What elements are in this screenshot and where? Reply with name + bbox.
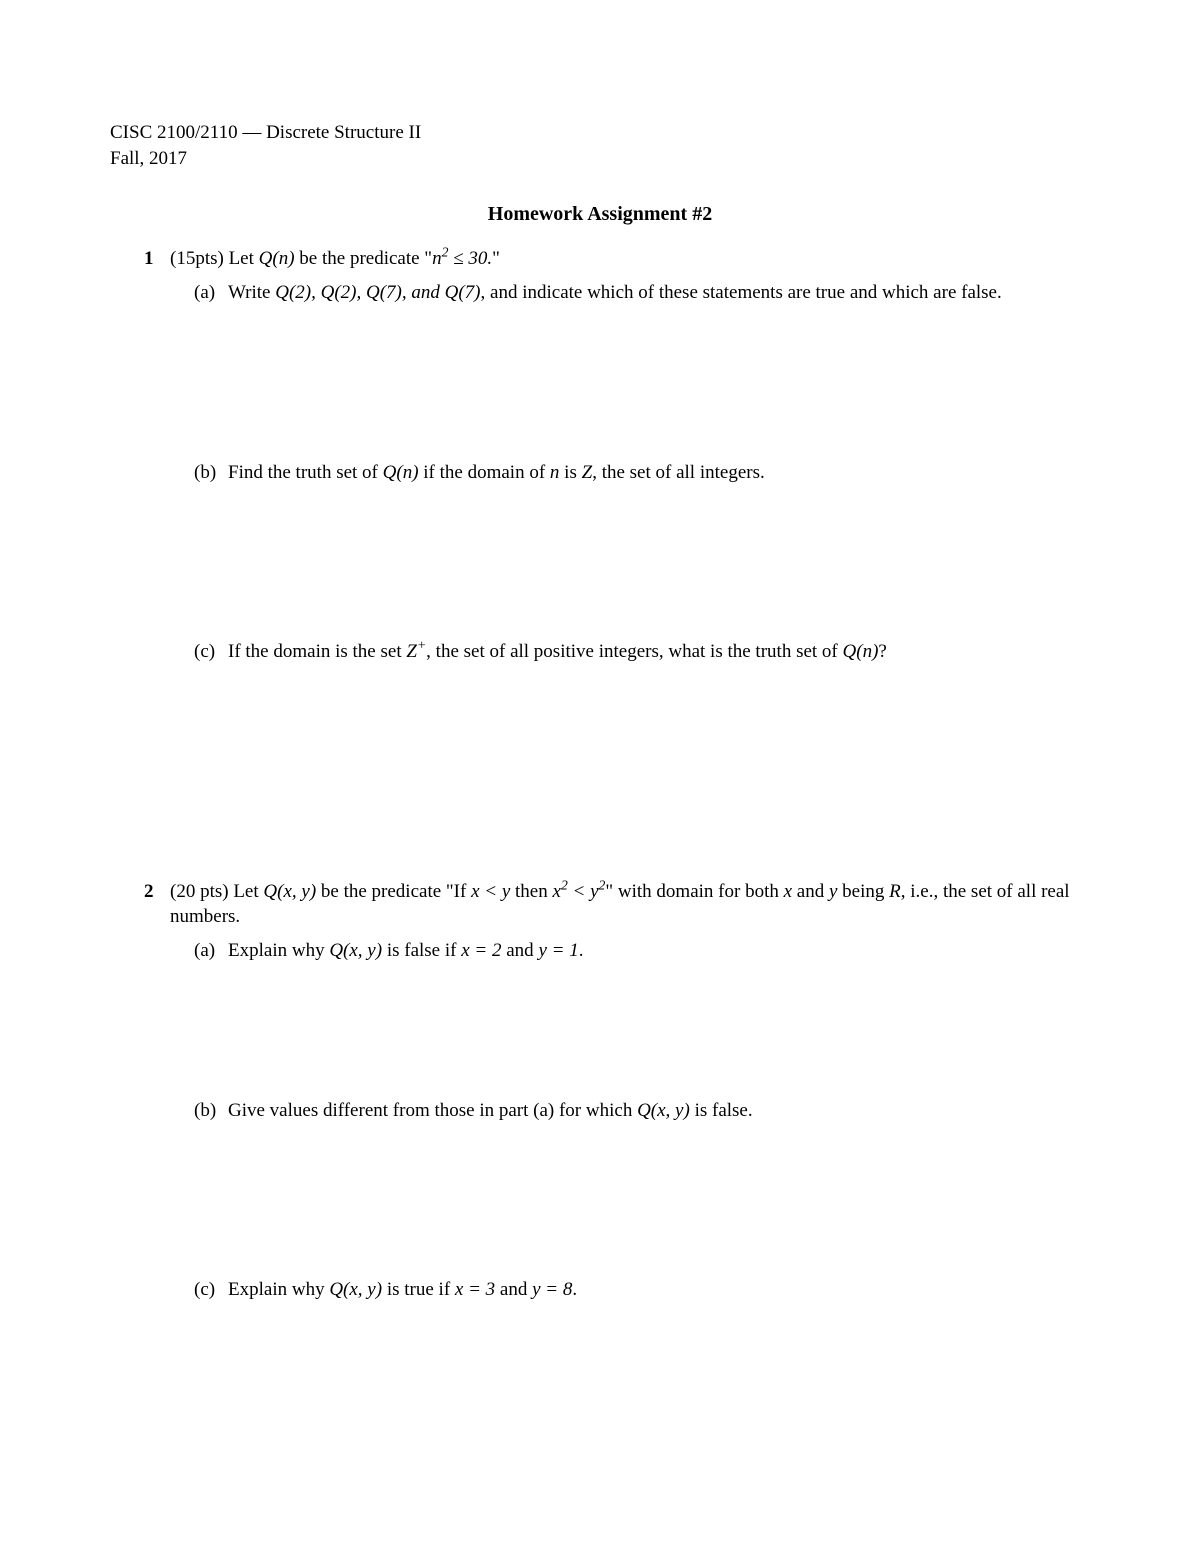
assign-y: y = 8 (532, 1279, 572, 1300)
assign-x: x = 3 (455, 1279, 495, 1300)
set-R: R (889, 881, 901, 902)
part-label: (a) (194, 938, 228, 964)
set-Z: Z (582, 462, 593, 483)
problem-2b: (b) Give values different from those in … (194, 1098, 1090, 1124)
problem-2-statement: 2 (20 pts) Let Q(x, y) be the predicate … (144, 879, 1090, 930)
problem-2-parts: (a) Explain why Q(x, y) is false if x = … (194, 938, 1090, 1303)
answer-space (194, 1127, 1090, 1277)
q-of-n: Q(n) (383, 462, 419, 483)
problem-1c: (c) If the domain is the set Z+, the set… (194, 639, 1090, 665)
answer-space (194, 310, 1090, 460)
problem-1-statement: 1 (15pts) Let Q(n) be the predicate "n2 … (144, 246, 1090, 272)
answer-space (194, 489, 1090, 639)
assignment-title: Homework Assignment #2 (110, 201, 1090, 228)
problem-text: (20 pts) Let Q(x, y) be the predicate "I… (170, 879, 1090, 930)
problem-2a: (a) Explain why Q(x, y) is false if x = … (194, 938, 1090, 964)
q-instances: Q(2), Q(2), Q(7), and Q(7) (275, 282, 480, 303)
course-header: CISC 2100/2110 — Discrete Structure II F… (110, 120, 1090, 171)
part-text: Write Q(2), Q(2), Q(7), and Q(7), and in… (228, 280, 1002, 306)
course-name: CISC 2100/2110 — Discrete Structure II (110, 120, 1090, 146)
cond-x2y2: x2 < y2 (553, 881, 606, 902)
part-text: Explain why Q(x, y) is true if x = 3 and… (228, 1277, 577, 1303)
term: Fall, 2017 (110, 146, 1090, 172)
q-xy: Q(x, y) (637, 1100, 690, 1121)
predicate-Qxy: Q(x, y) (263, 881, 316, 902)
predicate-Qn: Q(n) (259, 248, 295, 269)
problem-gap (110, 669, 1090, 879)
part-text: If the domain is the set Z+, the set of … (228, 639, 887, 665)
part-label: (b) (194, 460, 228, 486)
part-text: Explain why Q(x, y) is false if x = 2 an… (228, 938, 583, 964)
problem-text: (15pts) Let Q(n) be the predicate "n2 ≤ … (170, 246, 500, 272)
q-xy: Q(x, y) (329, 940, 382, 961)
part-label: (c) (194, 639, 228, 665)
problem-1: 1 (15pts) Let Q(n) be the predicate "n2 … (144, 246, 1090, 665)
problem-1a: (a) Write Q(2), Q(2), Q(7), and Q(7), an… (194, 280, 1090, 306)
answer-space (194, 968, 1090, 1098)
q-xy: Q(x, y) (329, 1279, 382, 1300)
problem-2: 2 (20 pts) Let Q(x, y) be the predicate … (144, 879, 1090, 1303)
assign-x: x = 2 (461, 940, 501, 961)
document-page: CISC 2100/2110 — Discrete Structure II F… (0, 0, 1200, 1387)
problem-1-parts: (a) Write Q(2), Q(2), Q(7), and Q(7), an… (194, 280, 1090, 665)
q-of-n: Q(n) (843, 641, 879, 662)
set-Zplus: Z+ (406, 641, 426, 662)
predicate-body: n2 ≤ 30. (432, 248, 492, 269)
var-x: x (784, 881, 792, 902)
part-text: Give values different from those in part… (228, 1098, 753, 1124)
part-label: (c) (194, 1277, 228, 1303)
problem-1b: (b) Find the truth set of Q(n) if the do… (194, 460, 1090, 486)
problem-number: 2 (144, 879, 164, 930)
part-label: (b) (194, 1098, 228, 1124)
problem-number: 1 (144, 246, 164, 272)
problem-2c: (c) Explain why Q(x, y) is true if x = 3… (194, 1277, 1090, 1303)
part-label: (a) (194, 280, 228, 306)
part-text: Find the truth set of Q(n) if the domain… (228, 460, 765, 486)
var-n: n (550, 462, 560, 483)
assign-y: y = 1 (538, 940, 578, 961)
cond-xy: x < y (471, 881, 510, 902)
